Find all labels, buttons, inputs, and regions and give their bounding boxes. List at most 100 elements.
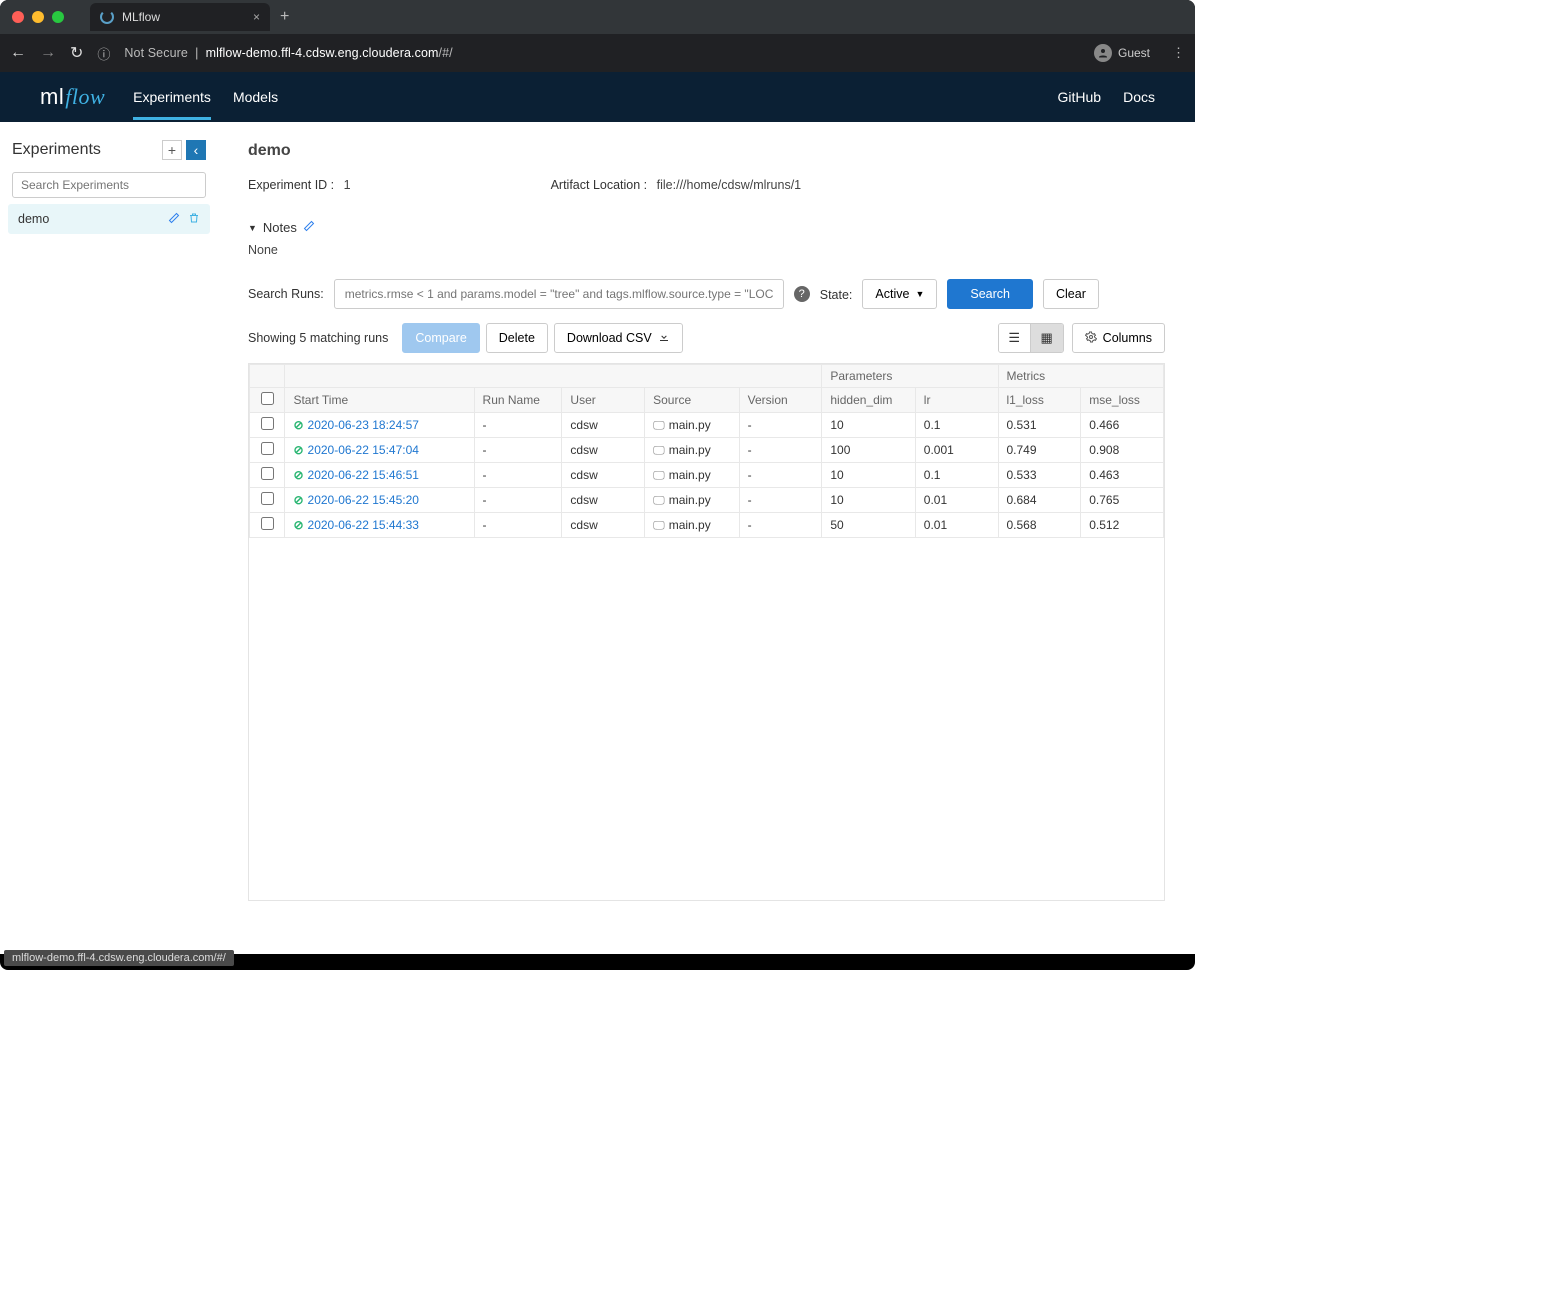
laptop-icon: 🖵 (653, 443, 665, 457)
window-minimize-button[interactable] (32, 11, 44, 23)
cell-start-time[interactable]: ⊘2020-06-22 15:44:33 (285, 513, 474, 538)
compare-button[interactable]: Compare (402, 323, 479, 353)
col-lr[interactable]: lr (915, 388, 998, 413)
cell-version: - (739, 513, 822, 538)
laptop-icon: 🖵 (653, 518, 665, 532)
row-checkbox[interactable] (261, 442, 274, 455)
cell-user: cdsw (562, 513, 645, 538)
search-experiments-input[interactable] (12, 172, 206, 198)
delete-experiment-icon[interactable] (188, 212, 200, 227)
col-l1-loss[interactable]: l1_loss (998, 388, 1081, 413)
col-version[interactable]: Version (739, 388, 822, 413)
notes-toggle[interactable]: ▼ Notes (248, 220, 1165, 235)
select-all-checkbox[interactable] (261, 392, 274, 405)
status-ok-icon: ⊘ (293, 468, 303, 482)
col-mse-loss[interactable]: mse_loss (1081, 388, 1164, 413)
col-group-blank (285, 365, 822, 388)
cell-hidden-dim: 10 (822, 463, 915, 488)
address-bar[interactable]: Not Secure | mlflow-demo.ffl-4.cdsw.eng.… (124, 46, 452, 60)
cell-start-time[interactable]: ⊘2020-06-23 18:24:57 (285, 413, 474, 438)
cell-start-time[interactable]: ⊘2020-06-22 15:45:20 (285, 488, 474, 513)
table-row[interactable]: ⊘2020-06-23 18:24:57-cdsw🖵main.py-100.10… (250, 413, 1164, 438)
nav-models[interactable]: Models (233, 74, 278, 120)
row-checkbox[interactable] (261, 467, 274, 480)
cell-version: - (739, 438, 822, 463)
row-checkbox[interactable] (261, 492, 274, 505)
row-checkbox[interactable] (261, 517, 274, 530)
edit-experiment-icon[interactable] (168, 212, 180, 227)
download-icon (658, 331, 670, 346)
col-checkbox[interactable] (250, 388, 285, 413)
edit-notes-icon[interactable] (303, 220, 315, 235)
browser-tab[interactable]: MLflow × (90, 3, 270, 31)
status-ok-icon: ⊘ (293, 518, 303, 532)
cell-mse-loss: 0.463 (1081, 463, 1164, 488)
clear-button[interactable]: Clear (1043, 279, 1099, 309)
cell-source[interactable]: 🖵main.py (645, 488, 740, 513)
mlflow-logo: mlflow (40, 84, 105, 110)
window-close-button[interactable] (12, 11, 24, 23)
logo-flow: flow (65, 84, 105, 110)
search-help-icon[interactable]: ? (794, 286, 810, 302)
search-runs-input[interactable] (334, 279, 784, 309)
table-row[interactable]: ⊘2020-06-22 15:46:51-cdsw🖵main.py-100.10… (250, 463, 1164, 488)
columns-button[interactable]: Columns (1072, 323, 1165, 353)
view-toggle: ☰ ▦ (998, 323, 1064, 353)
notes-label: Notes (263, 220, 297, 235)
cell-run-name: - (474, 413, 562, 438)
nav-back-button[interactable]: ← (10, 44, 26, 62)
delete-runs-button[interactable]: Delete (486, 323, 548, 353)
cell-lr: 0.1 (915, 463, 998, 488)
cell-hidden-dim: 100 (822, 438, 915, 463)
profile-chip[interactable]: Guest (1094, 44, 1150, 62)
table-row[interactable]: ⊘2020-06-22 15:44:33-cdsw🖵main.py-500.01… (250, 513, 1164, 538)
app-navbar: mlflow Experiments Models GitHub Docs (0, 72, 1195, 122)
collapse-sidebar-button[interactable]: ‹ (186, 140, 206, 160)
site-info-icon[interactable]: ⓘ (97, 44, 110, 63)
list-view-button[interactable]: ☰ (999, 324, 1031, 352)
col-hidden-dim[interactable]: hidden_dim (822, 388, 915, 413)
cell-version: - (739, 463, 822, 488)
exp-id-value: 1 (344, 178, 351, 192)
security-label: Not Secure (124, 46, 188, 60)
sidebar: Experiments + ‹ demo (0, 122, 218, 954)
col-user[interactable]: User (562, 388, 645, 413)
cell-source[interactable]: 🖵main.py (645, 438, 740, 463)
new-experiment-button[interactable]: + (162, 140, 182, 160)
cell-start-time[interactable]: ⊘2020-06-22 15:46:51 (285, 463, 474, 488)
cell-source[interactable]: 🖵main.py (645, 513, 740, 538)
cell-l1-loss: 0.568 (998, 513, 1081, 538)
cell-lr: 0.001 (915, 438, 998, 463)
window-zoom-button[interactable] (52, 11, 64, 23)
table-row[interactable]: ⊘2020-06-22 15:45:20-cdsw🖵main.py-100.01… (250, 488, 1164, 513)
grid-view-button[interactable]: ▦ (1031, 324, 1063, 352)
table-row[interactable]: ⊘2020-06-22 15:47:04-cdsw🖵main.py-1000.0… (250, 438, 1164, 463)
cell-hidden-dim: 50 (822, 513, 915, 538)
col-run-name[interactable]: Run Name (474, 388, 562, 413)
cell-version: - (739, 413, 822, 438)
search-button[interactable]: Search (947, 279, 1033, 309)
caret-down-icon: ▼ (915, 289, 924, 299)
new-tab-button[interactable]: + (280, 8, 289, 26)
state-dropdown[interactable]: Active ▼ (862, 279, 937, 309)
nav-github[interactable]: GitHub (1058, 74, 1102, 120)
nav-docs[interactable]: Docs (1123, 74, 1155, 120)
cell-lr: 0.01 (915, 513, 998, 538)
col-group-parameters: Parameters (822, 365, 998, 388)
cell-source[interactable]: 🖵main.py (645, 463, 740, 488)
browser-menu-icon[interactable]: ⋮ (1172, 45, 1185, 61)
runs-table: Parameters Metrics Start Time Run Name U… (248, 363, 1165, 901)
row-checkbox[interactable] (261, 417, 274, 430)
url-host: mlflow-demo.ffl-4.cdsw.eng.cloudera.com (206, 46, 439, 60)
col-start-time[interactable]: Start Time (285, 388, 474, 413)
download-csv-button[interactable]: Download CSV (554, 323, 683, 353)
nav-forward-button[interactable]: → (40, 44, 56, 62)
col-source[interactable]: Source (645, 388, 740, 413)
cell-start-time[interactable]: ⊘2020-06-22 15:47:04 (285, 438, 474, 463)
cell-source[interactable]: 🖵main.py (645, 413, 740, 438)
nav-reload-button[interactable]: ↻ (70, 43, 83, 63)
nav-experiments[interactable]: Experiments (133, 74, 211, 120)
tab-close-icon[interactable]: × (253, 10, 260, 24)
artifact-value: file:///home/cdsw/mlruns/1 (657, 178, 802, 192)
sidebar-item-demo[interactable]: demo (8, 204, 210, 234)
